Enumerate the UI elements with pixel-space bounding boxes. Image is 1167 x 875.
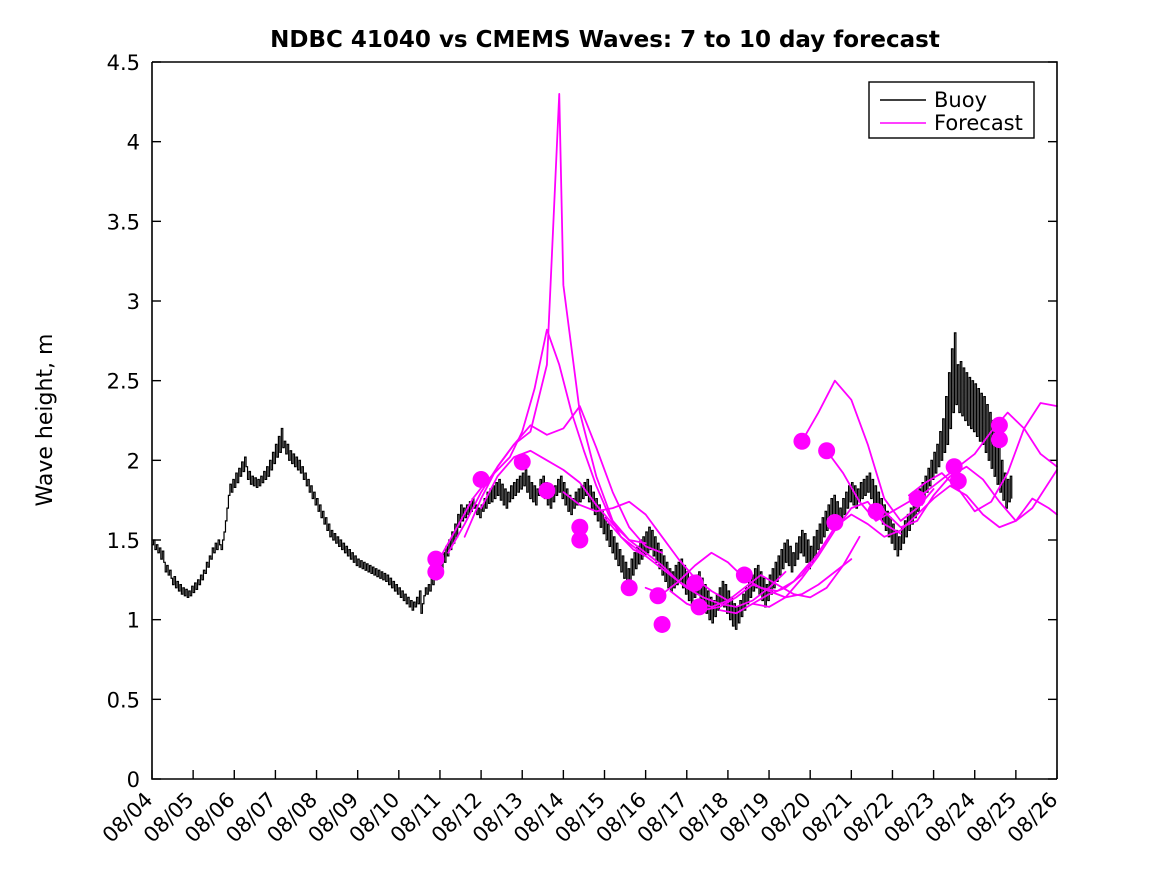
- forecast-marker-dot: [990, 431, 1008, 449]
- legend-label-forecast: Forecast: [934, 111, 1023, 135]
- y-tick-label: 0.5: [107, 688, 140, 712]
- forecast-series-line: [801, 379, 935, 522]
- y-tick-label: 0: [127, 768, 140, 792]
- y-axis-ticks: 0 0.5 1 1.5 2 2.5 3 3.5 4 4.5: [107, 51, 1057, 792]
- forecast-series-line: [825, 411, 1058, 522]
- forecast-series-line: [434, 328, 647, 567]
- forecast-marker-dot: [990, 416, 1008, 434]
- y-tick-label: 2: [127, 449, 140, 473]
- y-tick-label: 4: [127, 131, 140, 155]
- chart-legend: Buoy Forecast: [868, 81, 1035, 139]
- forecast-marker-dot: [908, 490, 926, 508]
- forecast-series-line: [694, 535, 861, 608]
- forecast-series-line: [447, 405, 663, 554]
- forecast-series-line: [908, 402, 1058, 513]
- forecast-series-line: [603, 516, 787, 608]
- legend-box: [868, 81, 1035, 139]
- y-tick-label: 1.5: [107, 529, 140, 553]
- forecast-marker-dot: [793, 432, 811, 450]
- forecast-marker-dot: [571, 531, 589, 549]
- forecast-marker-dot: [686, 574, 704, 592]
- forecast-series-line: [883, 465, 1058, 529]
- y-axis-label: Wave height, m: [33, 334, 58, 507]
- forecast-marker-group: [427, 416, 1008, 633]
- forecast-marker-dot: [649, 587, 667, 605]
- legend-label-buoy: Buoy: [934, 88, 987, 112]
- forecast-marker-dot: [735, 566, 753, 584]
- forecast-marker-dot: [653, 615, 671, 633]
- forecast-marker-dot: [427, 563, 445, 581]
- y-tick-label: 3.5: [107, 210, 140, 234]
- chart-title: NDBC 41040 vs CMEMS Waves: 7 to 10 day f…: [270, 27, 940, 53]
- forecast-marker-dot: [538, 482, 556, 500]
- axis-frame: [151, 61, 1058, 780]
- forecast-marker-dot: [472, 470, 490, 488]
- forecast-marker-dot: [620, 579, 638, 597]
- forecast-marker-dot: [690, 598, 708, 616]
- y-tick-label: 1: [127, 609, 140, 633]
- forecast-series-line: [463, 92, 647, 545]
- forecast-marker-dot: [427, 550, 445, 568]
- forecast-marker-dot: [949, 472, 967, 490]
- forecast-marker-dot: [513, 453, 531, 471]
- forecast-marker-dot: [945, 458, 963, 476]
- y-tick-label: 4.5: [107, 51, 140, 75]
- forecast-marker-dot: [818, 442, 836, 460]
- y-tick-label: 2.5: [107, 370, 140, 394]
- y-tick-label: 3: [127, 290, 140, 314]
- forecast-marker-dot: [867, 502, 885, 520]
- forecast-marker-dot: [826, 513, 844, 531]
- forecast-series-line: [718, 484, 1058, 615]
- forecast-marker-dot: [571, 518, 589, 536]
